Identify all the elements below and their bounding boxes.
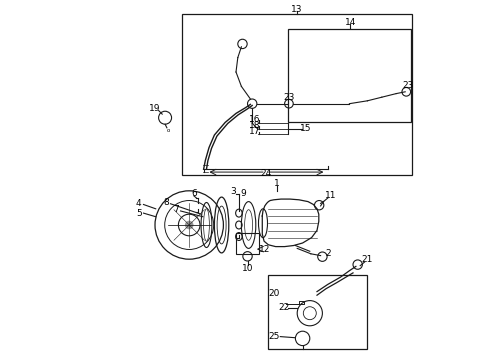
- Text: 1: 1: [274, 179, 280, 188]
- Text: 15: 15: [300, 124, 311, 133]
- Bar: [182, 14, 413, 175]
- Text: 7: 7: [173, 205, 179, 214]
- Text: 19: 19: [148, 104, 160, 113]
- Text: 10: 10: [242, 264, 253, 273]
- Text: 8: 8: [163, 198, 169, 207]
- Text: 6: 6: [191, 189, 197, 198]
- Text: 12: 12: [259, 245, 270, 253]
- Text: 16: 16: [249, 115, 261, 124]
- Text: 4: 4: [136, 198, 142, 207]
- Text: 11: 11: [325, 192, 337, 200]
- Text: 25: 25: [269, 332, 280, 341]
- Bar: [236, 233, 259, 254]
- Bar: [269, 275, 368, 349]
- Bar: [288, 29, 411, 122]
- Text: 22: 22: [278, 303, 290, 312]
- Text: 24: 24: [260, 169, 271, 178]
- Text: 5: 5: [136, 209, 142, 217]
- Text: 20: 20: [269, 289, 280, 298]
- Text: 23: 23: [284, 93, 295, 102]
- Circle shape: [185, 221, 194, 229]
- Text: 3: 3: [230, 187, 236, 197]
- Text: 18: 18: [249, 121, 261, 130]
- Text: 23: 23: [402, 81, 414, 90]
- Text: 14: 14: [345, 18, 356, 27]
- Text: 17: 17: [249, 127, 261, 136]
- Text: 13: 13: [292, 4, 303, 13]
- Text: 21: 21: [362, 256, 373, 264]
- Text: 2: 2: [325, 249, 331, 258]
- Text: 9: 9: [240, 189, 246, 198]
- Text: o: o: [167, 128, 171, 133]
